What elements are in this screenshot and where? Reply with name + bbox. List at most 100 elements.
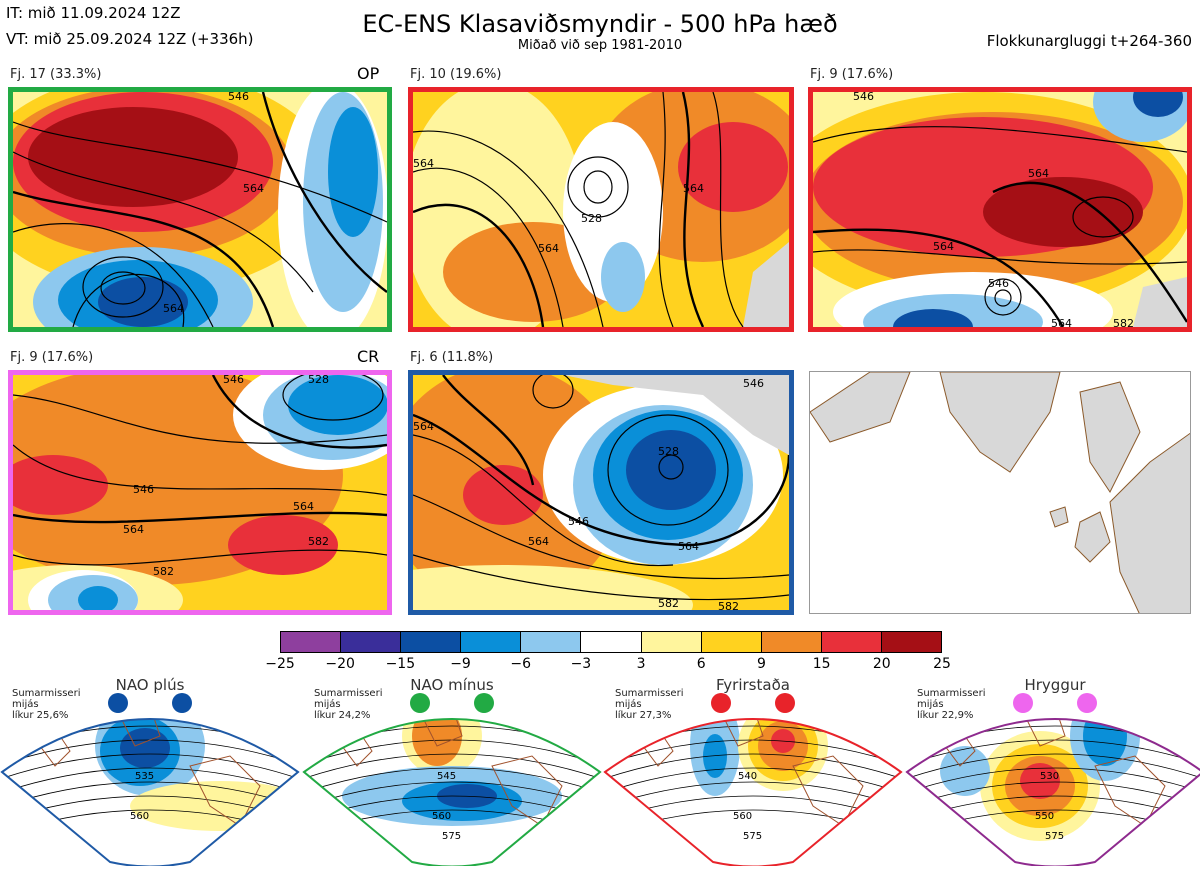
regime-name: Hryggur — [1024, 676, 1086, 694]
colorbar-segment — [520, 632, 581, 652]
panel-3-label: Fj. 9 (17.6%) — [810, 67, 894, 82]
panel-1-tag: OP — [357, 64, 380, 83]
colorbar-segment — [700, 632, 761, 652]
cluster-panel-1[interactable]: 546 564 564 — [8, 87, 392, 332]
colorbar-segment — [760, 632, 821, 652]
height-contour — [907, 753, 1200, 780]
colorbar-segment — [460, 632, 521, 652]
colorbar-labels: −25 −20 −15 −9 −6 −3 3 6 9 15 20 25 — [260, 656, 962, 674]
regime-contour-label: 530 — [1040, 771, 1060, 782]
regime-info-line: mijás — [615, 699, 642, 710]
regime-info-line: mijás — [12, 699, 39, 710]
cluster-panel-3[interactable]: 546 564 564 546 564 582 — [808, 87, 1192, 332]
colorbar-tick-label: −9 — [450, 656, 471, 672]
regime-info-line: líkur 22,9% — [917, 710, 974, 721]
colorbar-tick-label: −15 — [385, 656, 416, 672]
panel-5-contour-label: 546 — [568, 515, 589, 528]
panel-1-label: Fj. 17 (33.3%) — [10, 67, 102, 82]
regime-contour-label: 550 — [1035, 811, 1055, 822]
regime-info-line: Sumarmisseri — [615, 688, 684, 699]
panel-1-map — [13, 92, 387, 327]
regime-info-line: mijás — [917, 699, 944, 710]
height-contour — [605, 781, 901, 808]
reference-map — [810, 372, 1190, 613]
panel-4-contour-label: 582 — [153, 565, 174, 578]
panel-3-contour-label: 564 — [1051, 317, 1072, 330]
initial-time: IT: mið 11.09.2024 12Z — [6, 4, 181, 22]
regime-panel[interactable]: NAO mínus Sumarmisseri mijás líkur 24,2% 545… — [302, 676, 602, 866]
colorbar-segment — [820, 632, 881, 652]
regime-name: NAO mínus — [410, 676, 494, 694]
colorbar-tick-label: 20 — [872, 656, 891, 672]
anomaly-blob — [412, 719, 462, 766]
regime-panel[interactable]: Fyrirstaða Sumarmisseri mijás líkur 27,3% 54… — [603, 676, 903, 866]
height-contour — [907, 781, 1200, 808]
height-contour — [605, 753, 901, 780]
colorbar-tick-label: 3 — [636, 656, 646, 672]
panel-2-contour-label: 528 — [581, 212, 602, 225]
colorbar-tick-label: −6 — [510, 656, 532, 672]
panel-4-contour-label: 528 — [308, 373, 329, 386]
regime-contour-label: 545 — [437, 771, 457, 782]
anomaly-blob — [940, 746, 990, 796]
regime-dot-left — [410, 693, 430, 713]
panel-4-contour-label: 564 — [293, 500, 314, 513]
regime-border — [0, 718, 300, 866]
panel-3-contour-label: 546 — [853, 90, 874, 103]
regime-contour-label: 575 — [743, 831, 763, 842]
panel-4-contour-label: 564 — [123, 523, 144, 536]
page-subtitle: Miðað við sep 1981-2010 — [517, 38, 683, 53]
colorbar-tick-label: −3 — [570, 656, 592, 672]
colorbar-tick-label: 25 — [933, 656, 951, 672]
regime-panel[interactable]: NAO plús Sumarmisseri mijás líkur 25,6% 535 5… — [0, 676, 300, 866]
regime-contour-label: 540 — [738, 771, 758, 782]
cluster-panel-2[interactable]: 564 564 528 564 — [408, 87, 794, 332]
regime-info-line: mijás — [314, 699, 341, 710]
regime-dot-right — [1077, 693, 1097, 713]
cluster-panel-5[interactable]: 564 528 546 564 564 582 546 582 — [408, 370, 794, 615]
panel-4-label: Fj. 9 (17.6%) — [10, 350, 94, 365]
panel-3-contour-label: 564 — [1028, 167, 1049, 180]
panel-4-map — [13, 375, 387, 610]
panel-3-contour-label: 546 — [988, 277, 1009, 290]
regime-map — [905, 693, 1200, 866]
panel-5-contour-label: 582 — [718, 600, 739, 613]
regime-contour-label: 560 — [130, 811, 150, 822]
regime-name: Fyrirstaða — [716, 676, 790, 694]
panel-4-contour-label: 546 — [223, 373, 244, 386]
regime-info-line: Sumarmisseri — [917, 688, 986, 699]
regime-dot-right — [474, 693, 494, 713]
regime-contour-label: 575 — [1045, 831, 1065, 842]
regime-border — [905, 718, 1200, 866]
anomaly-blob — [120, 728, 170, 768]
height-contour — [2, 781, 298, 808]
panel-5-contour-label: 582 — [658, 597, 679, 610]
regime-contour-label: 575 — [442, 831, 462, 842]
regime-map — [302, 693, 602, 866]
regime-info-line: líkur 24,2% — [314, 710, 371, 721]
classification-window: Flokkunargluggi t+264-360 — [986, 32, 1192, 50]
regime-map — [0, 693, 300, 866]
regime-contour-label: 535 — [135, 771, 155, 782]
regime-info-line: Sumarmisseri — [314, 688, 383, 699]
colorbar — [280, 631, 942, 653]
panel-1-contour-label: 564 — [243, 182, 264, 195]
panel-2-map — [413, 92, 789, 327]
colorbar-segment — [340, 632, 401, 652]
regime-name: NAO plús — [115, 676, 185, 694]
panel-5-contour-label: 546 — [743, 377, 764, 390]
panel-1-contour-label: 546 — [228, 90, 249, 103]
panel-4-contour-label: 582 — [308, 535, 329, 548]
panel-3-contour-label: 582 — [1113, 317, 1134, 330]
regime-contour-label: 560 — [733, 811, 753, 822]
height-contour — [2, 767, 298, 794]
regime-border — [302, 718, 602, 866]
colorbar-segment — [640, 632, 701, 652]
regime-panel[interactable]: Hryggur Sumarmisseri mijás líkur 22,9% 530 55… — [905, 676, 1200, 866]
panel-5-label: Fj. 6 (11.8%) — [410, 350, 494, 365]
regime-info-line: líkur 27,3% — [615, 710, 672, 721]
anomaly-blob — [1020, 763, 1060, 799]
panel-1-contour-label: 564 — [163, 302, 184, 315]
cluster-panel-4[interactable]: 546 546 564 564 582 582 528 — [8, 370, 392, 615]
height-contour — [605, 767, 901, 794]
